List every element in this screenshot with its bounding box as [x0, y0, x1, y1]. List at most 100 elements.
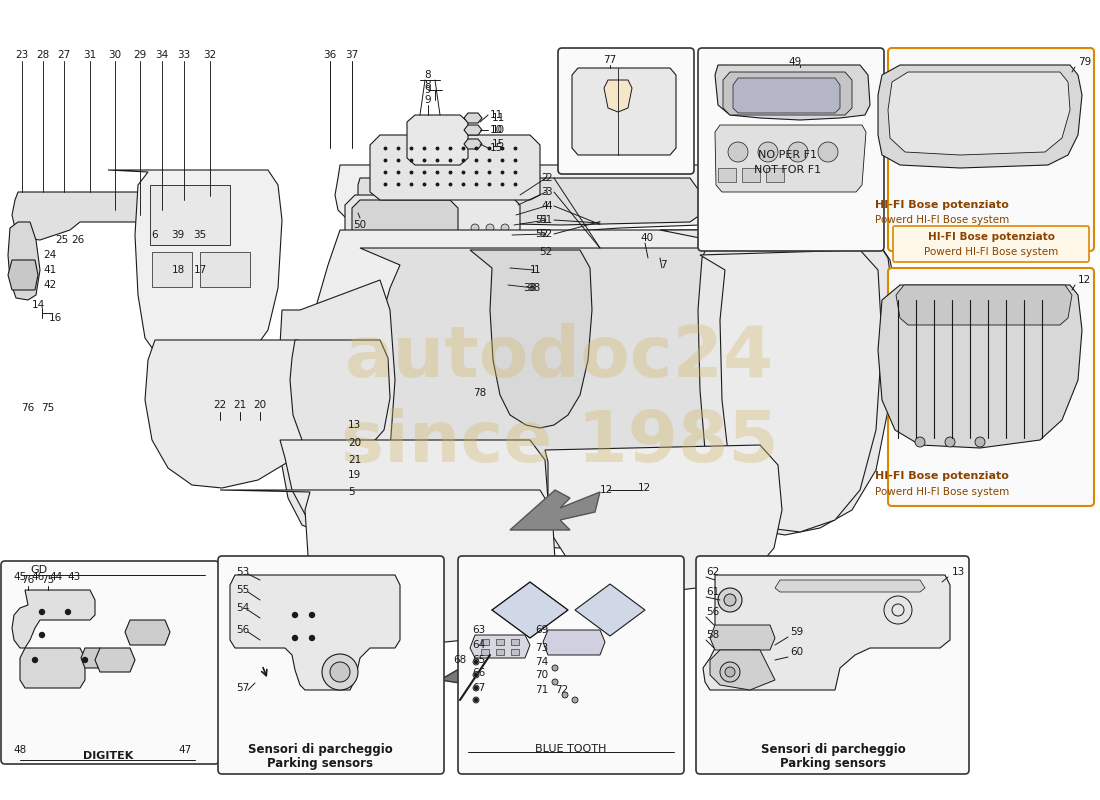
Polygon shape: [8, 222, 40, 300]
Text: 12: 12: [638, 483, 651, 493]
Text: 41: 41: [43, 265, 56, 275]
Circle shape: [474, 686, 477, 690]
Text: 39: 39: [172, 230, 185, 240]
Text: 22: 22: [213, 400, 227, 410]
Text: 6: 6: [152, 230, 158, 240]
Polygon shape: [370, 135, 540, 200]
Bar: [742, 168, 760, 182]
Bar: [150, 185, 230, 245]
Text: 13: 13: [348, 420, 361, 430]
Bar: [718, 168, 736, 182]
Text: 15: 15: [490, 143, 504, 153]
Polygon shape: [352, 200, 458, 238]
Bar: [496, 649, 504, 655]
Polygon shape: [710, 625, 776, 650]
Text: BLUE TOOTH: BLUE TOOTH: [536, 744, 607, 754]
Text: NO PER F1: NO PER F1: [759, 150, 817, 160]
Text: 56: 56: [236, 625, 250, 635]
Polygon shape: [81, 648, 104, 668]
Text: Powerd HI-FI Bose system: Powerd HI-FI Bose system: [874, 215, 1009, 225]
Bar: [512, 639, 519, 645]
Polygon shape: [280, 440, 548, 572]
Polygon shape: [95, 648, 135, 672]
Text: 49: 49: [789, 57, 802, 67]
Text: 75: 75: [42, 403, 55, 413]
Circle shape: [474, 661, 477, 663]
Circle shape: [40, 610, 44, 614]
Polygon shape: [492, 582, 568, 638]
Polygon shape: [125, 620, 170, 645]
Text: 31: 31: [84, 50, 97, 60]
Text: 42: 42: [43, 280, 56, 290]
Text: DIGITEK: DIGITEK: [82, 751, 133, 761]
Text: 17: 17: [194, 265, 207, 275]
Text: 35: 35: [194, 230, 207, 240]
Text: 12: 12: [600, 485, 614, 495]
Text: 55: 55: [236, 585, 250, 595]
Text: 59: 59: [790, 627, 803, 637]
Text: 21: 21: [233, 400, 246, 410]
Bar: [496, 639, 504, 645]
Text: Powerd HI-FI Bose system: Powerd HI-FI Bose system: [924, 247, 1058, 257]
Text: 58: 58: [706, 630, 719, 640]
Text: 37: 37: [345, 50, 359, 60]
Text: 21: 21: [348, 455, 361, 465]
Polygon shape: [230, 575, 400, 690]
FancyBboxPatch shape: [888, 48, 1094, 251]
FancyBboxPatch shape: [558, 48, 694, 174]
Text: 15: 15: [492, 139, 505, 149]
Text: 48: 48: [13, 745, 26, 755]
Text: 23: 23: [15, 50, 29, 60]
Text: 30: 30: [109, 50, 122, 60]
Circle shape: [309, 635, 315, 641]
Text: 51: 51: [535, 215, 548, 225]
Circle shape: [724, 594, 736, 606]
Text: 3: 3: [541, 187, 548, 197]
Circle shape: [33, 658, 37, 662]
Bar: [512, 649, 519, 655]
Text: 74: 74: [535, 657, 548, 667]
Text: 38: 38: [527, 283, 540, 293]
Text: 11: 11: [492, 113, 505, 123]
Text: HI-FI Bose potenziato: HI-FI Bose potenziato: [876, 471, 1009, 481]
Polygon shape: [464, 125, 482, 135]
Polygon shape: [723, 72, 852, 115]
Circle shape: [884, 596, 912, 624]
Text: 36: 36: [323, 50, 337, 60]
Text: 28: 28: [36, 50, 50, 60]
Bar: [152, 252, 192, 287]
Circle shape: [720, 662, 740, 682]
Text: NOT FOR F1: NOT FOR F1: [755, 165, 822, 175]
Polygon shape: [776, 580, 925, 592]
Polygon shape: [470, 635, 530, 658]
Text: 1: 1: [529, 265, 536, 275]
Bar: [481, 639, 490, 645]
Circle shape: [309, 613, 315, 618]
Text: 2: 2: [541, 173, 548, 183]
Polygon shape: [336, 165, 715, 235]
FancyBboxPatch shape: [888, 268, 1094, 506]
Text: 68: 68: [453, 655, 466, 665]
Text: 24: 24: [43, 250, 56, 260]
Polygon shape: [407, 115, 468, 165]
Text: 70: 70: [535, 670, 548, 680]
Text: 1: 1: [534, 265, 540, 275]
Circle shape: [40, 633, 44, 638]
Bar: [200, 252, 250, 287]
Polygon shape: [468, 628, 542, 672]
Text: 7: 7: [660, 260, 667, 270]
Text: 34: 34: [155, 50, 168, 60]
Text: 53: 53: [236, 567, 250, 577]
Circle shape: [293, 613, 297, 618]
Polygon shape: [290, 340, 390, 458]
Text: 12: 12: [1078, 275, 1091, 285]
Text: 4: 4: [546, 201, 552, 211]
Text: 4: 4: [541, 201, 548, 211]
Text: 66: 66: [472, 668, 485, 678]
Text: 72: 72: [556, 685, 569, 695]
Text: 32: 32: [204, 50, 217, 60]
Text: 2: 2: [546, 173, 552, 183]
Bar: [481, 649, 490, 655]
Text: 46: 46: [32, 572, 45, 582]
Polygon shape: [278, 280, 395, 535]
